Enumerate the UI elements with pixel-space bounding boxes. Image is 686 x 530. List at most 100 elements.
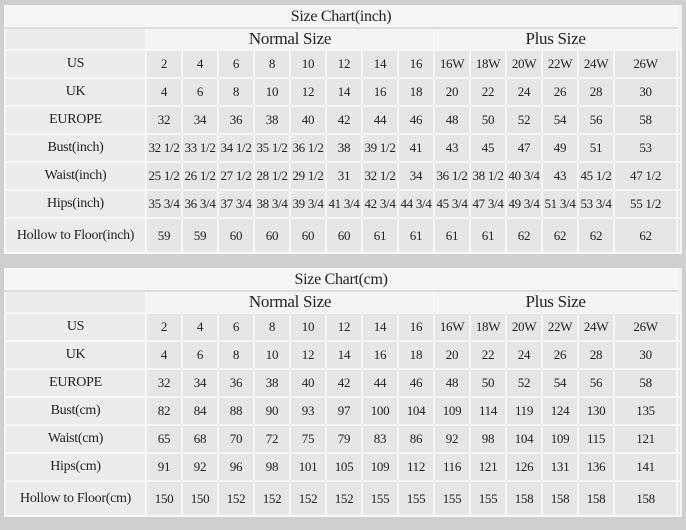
size-cell: 158 (612, 480, 679, 517)
size-cell: 38 (253, 105, 291, 135)
size-cell: 14 (325, 340, 363, 370)
table-row: Bust(cm) 82 84 88 90 93 97 100 104 109 114 119 124 13… (4, 396, 682, 426)
empty-cell (676, 217, 682, 254)
size-cell: 97 (325, 396, 363, 426)
size-cell: 36 1/2 (433, 161, 471, 191)
size-cell: 44 (361, 105, 399, 135)
size-cell: 101 (289, 452, 327, 482)
size-cell: 16 (397, 49, 435, 79)
size-cell: 152 (217, 480, 255, 517)
empty-cell (676, 77, 682, 107)
empty-cell (676, 105, 682, 135)
size-cell: 44 (361, 368, 399, 398)
size-cell: 152 (253, 480, 291, 517)
size-cell: 53 3/4 (577, 189, 615, 219)
size-cell: 24 (505, 77, 543, 107)
row-label: US (4, 312, 147, 342)
table-row: Hips(inch) 35 3/4 36 3/4 37 3/4 38 3/4 39 3/4… (4, 189, 682, 219)
size-cell: 50 (469, 368, 507, 398)
normal-size-header: Normal Size (145, 27, 435, 51)
table-row: EUROPE 32 34 36 38 40 42 44 46 48 50 52 54 56 58 (4, 368, 682, 398)
empty-cell (676, 480, 682, 517)
size-cell: 8 (217, 77, 255, 107)
size-cell: 45 1/2 (577, 161, 615, 191)
size-cell: 60 (289, 217, 327, 254)
size-cell: 42 3/4 (361, 189, 399, 219)
size-cell: 54 (541, 368, 579, 398)
size-cell: 41 3/4 (325, 189, 363, 219)
size-cell: 6 (217, 312, 255, 342)
size-cell: 121 (612, 424, 679, 454)
size-cell: 43 (433, 133, 471, 163)
size-cell: 47 (505, 133, 543, 163)
size-cell: 16W (433, 49, 471, 79)
size-cell: 52 (505, 105, 543, 135)
size-cell: 155 (433, 480, 471, 517)
size-cell: 4 (181, 49, 219, 79)
size-cell: 75 (289, 424, 327, 454)
size-cell: 109 (361, 452, 399, 482)
size-cell: 158 (505, 480, 543, 517)
size-cell: 150 (181, 480, 219, 517)
row-label: Bust(cm) (4, 396, 147, 426)
size-cell: 20W (505, 49, 543, 79)
size-cell: 8 (253, 312, 291, 342)
size-cell: 22W (541, 312, 579, 342)
size-cell: 16 (397, 312, 435, 342)
size-cell: 30 (612, 77, 679, 107)
size-cell: 51 (577, 133, 615, 163)
size-cell: 61 (433, 217, 471, 254)
size-cell: 12 (289, 77, 327, 107)
size-cell: 39 3/4 (289, 189, 327, 219)
size-cell: 22 (469, 77, 507, 107)
size-cell: 4 (145, 340, 183, 370)
blank-cell (4, 290, 147, 314)
size-cell: 104 (505, 424, 543, 454)
size-cell: 61 (361, 217, 399, 254)
size-cell: 4 (181, 312, 219, 342)
size-cell: 119 (505, 396, 543, 426)
size-cell: 53 (612, 133, 679, 163)
size-cell: 48 (433, 105, 471, 135)
size-cell: 62 (541, 217, 579, 254)
size-cell: 36 (217, 368, 255, 398)
size-cell: 141 (612, 452, 679, 482)
size-cell: 155 (397, 480, 435, 517)
size-cell: 56 (577, 368, 615, 398)
size-cell: 36 1/2 (289, 133, 327, 163)
size-cell: 59 (181, 217, 219, 254)
size-cell: 35 3/4 (145, 189, 183, 219)
row-label: EUROPE (4, 105, 147, 135)
size-cell: 105 (325, 452, 363, 482)
size-cell: 8 (253, 49, 291, 79)
size-cell: 37 3/4 (217, 189, 255, 219)
size-cell: 70 (217, 424, 255, 454)
empty-cell (676, 49, 682, 79)
size-cell: 12 (325, 312, 363, 342)
size-cell: 91 (145, 452, 183, 482)
size-cell: 26 (541, 340, 579, 370)
size-cell: 48 (433, 368, 471, 398)
size-cell: 4 (145, 77, 183, 107)
size-cell: 58 (612, 368, 679, 398)
size-cell: 54 (541, 105, 579, 135)
size-cell: 18 (397, 77, 435, 107)
size-cell: 152 (289, 480, 327, 517)
size-cell: 114 (469, 396, 507, 426)
size-cell: 51 3/4 (541, 189, 579, 219)
size-cell: 96 (217, 452, 255, 482)
size-cell: 150 (145, 480, 183, 517)
size-cell: 82 (145, 396, 183, 426)
size-cell: 34 (181, 105, 219, 135)
size-cell: 46 (397, 105, 435, 135)
size-cell: 49 (541, 133, 579, 163)
size-cell: 18 (397, 340, 435, 370)
size-table: Size Chart(inch) Normal Size Plus Size US 2 4… (3, 5, 682, 254)
row-label: UK (4, 77, 147, 107)
size-cell: 109 (541, 424, 579, 454)
size-cell: 55 1/2 (612, 189, 679, 219)
normal-size-header: Normal Size (145, 290, 435, 314)
size-cell: 104 (397, 396, 435, 426)
size-cell: 38 1/2 (469, 161, 507, 191)
size-cell: 115 (577, 424, 615, 454)
